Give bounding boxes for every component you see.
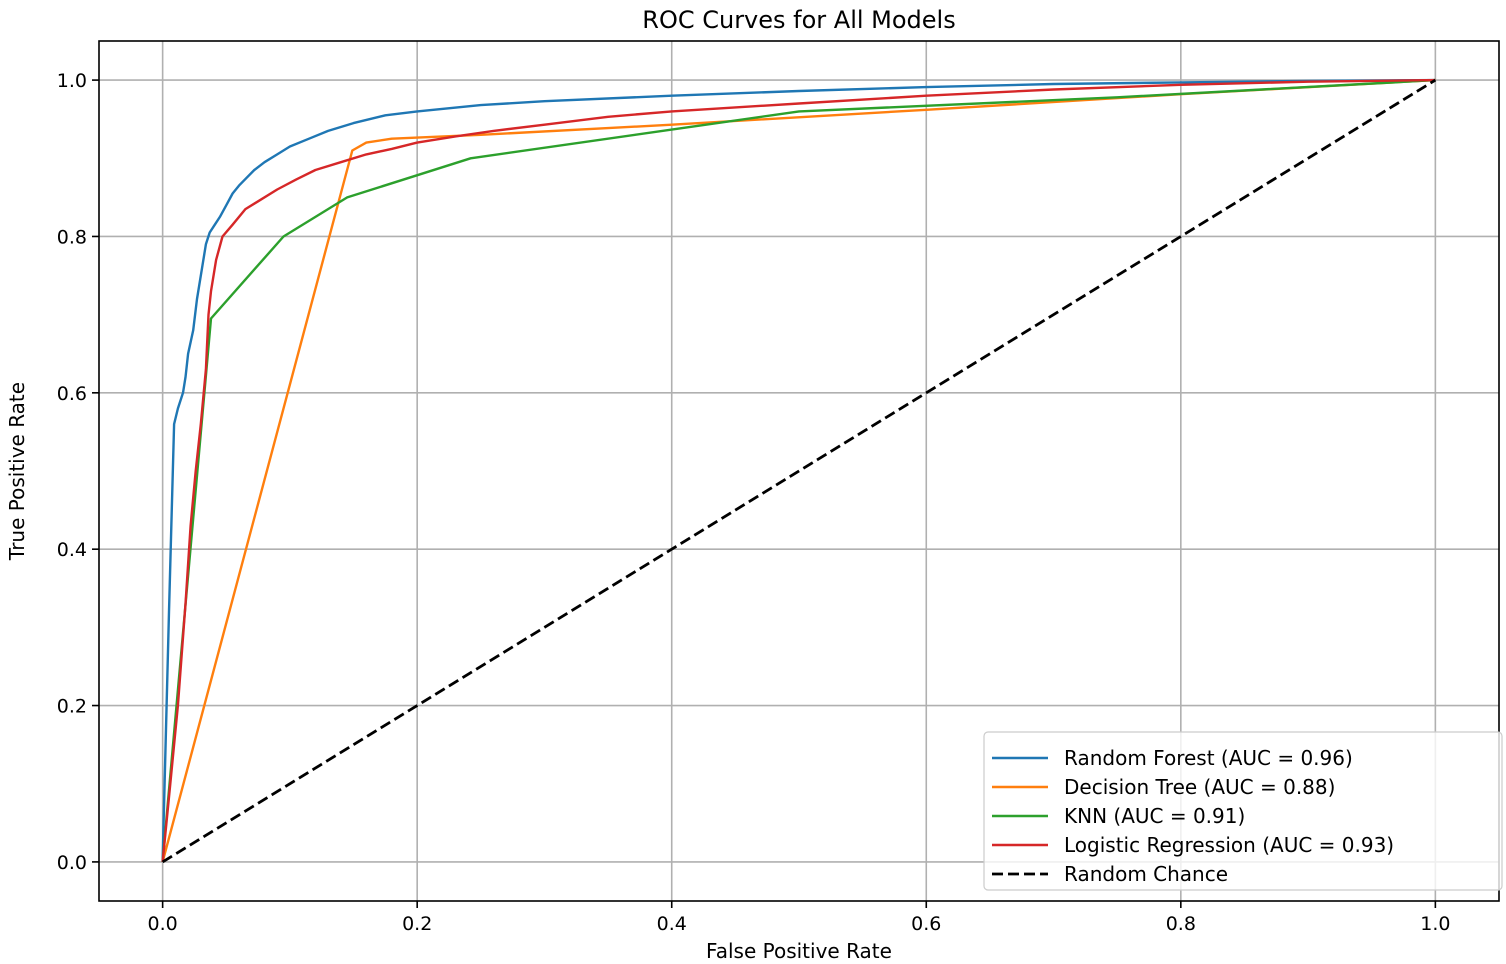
y-axis-label: True Positive Rate (5, 382, 29, 561)
x-tick-label: 0.4 (657, 913, 687, 935)
x-tick-label: 0.0 (148, 913, 178, 935)
y-tick-label: 0.4 (57, 539, 87, 561)
legend-label-random-chance: Random Chance (1064, 862, 1228, 886)
y-axis-ticks: 0.0 0.2 0.4 0.6 0.8 1.0 (57, 70, 99, 874)
legend-label-random-forest: Random Forest (AUC = 0.96) (1064, 746, 1353, 770)
x-tick-label: 0.2 (402, 913, 432, 935)
series-line-random-forest (161, 78, 1436, 862)
legend-label-logistic-regression: Logistic Regression (AUC = 0.93) (1064, 833, 1394, 857)
x-tick-label: 0.8 (1166, 913, 1196, 935)
legend-label-knn: KNN (AUC = 0.91) (1064, 804, 1245, 828)
x-tick-label: 0.6 (911, 913, 941, 935)
x-axis-ticks: 0.0 0.2 0.4 0.6 0.8 1.0 (148, 901, 1450, 935)
series-line-knn (161, 78, 1436, 863)
legend: Random Forest (AUC = 0.96) Decision Tree … (983, 731, 1503, 891)
series-layer (161, 78, 1437, 864)
legend-label-decision-tree: Decision Tree (AUC = 0.88) (1064, 775, 1335, 799)
y-tick-label: 0.6 (57, 383, 87, 405)
y-tick-label: 0.8 (57, 226, 87, 248)
legend-box (983, 731, 1503, 891)
plot-frame (98, 40, 1500, 902)
series-line-logistic-regression (161, 78, 1436, 863)
y-tick-label: 0.0 (57, 852, 87, 874)
x-axis-label: False Positive Rate (706, 939, 892, 963)
y-tick-label: 1.0 (57, 70, 87, 92)
chart-title: ROC Curves for All Models (642, 6, 955, 34)
series-line-random-chance (161, 78, 1437, 864)
x-tick-label: 1.0 (1420, 913, 1450, 935)
y-tick-label: 0.2 (57, 696, 87, 718)
